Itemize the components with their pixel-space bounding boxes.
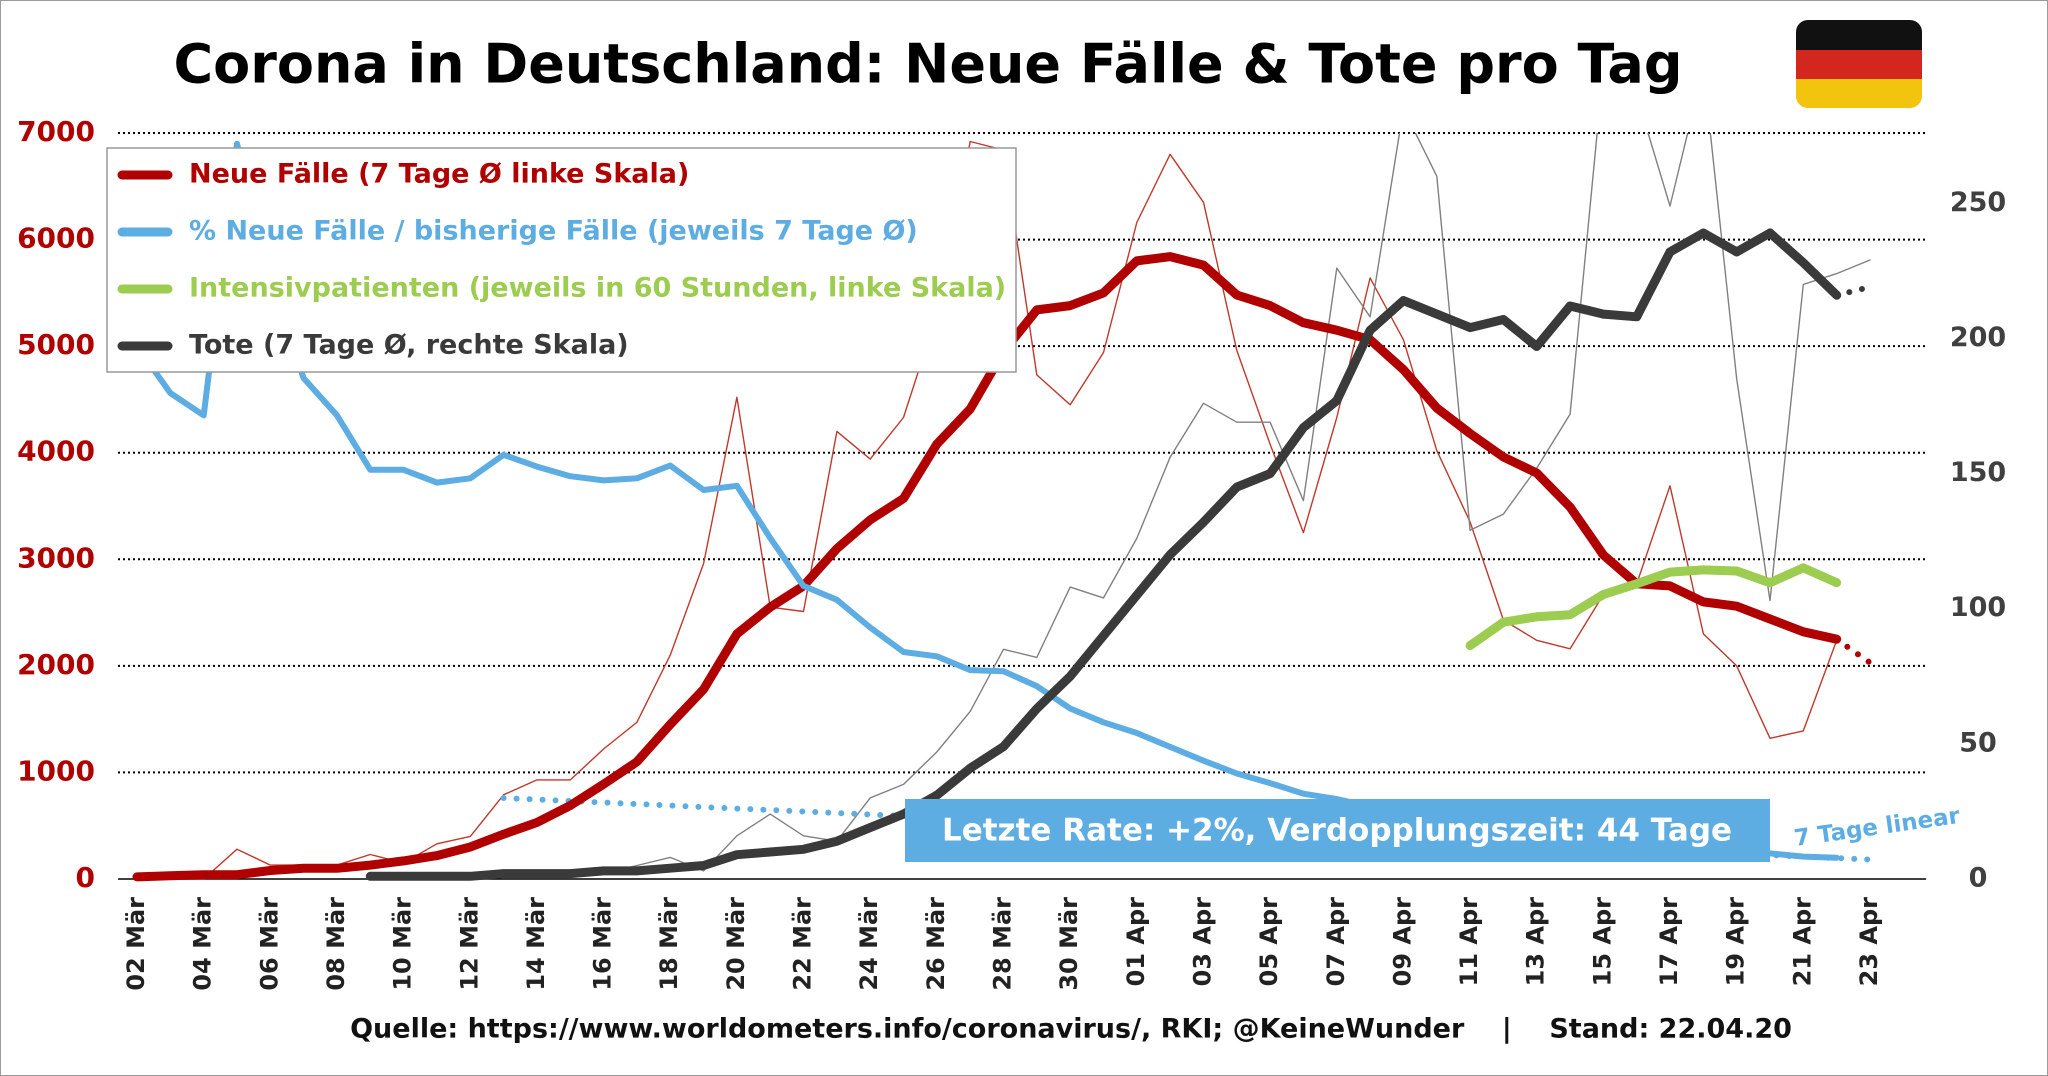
y-tick-label: 3000 <box>17 541 95 574</box>
y2-tick-label: 150 <box>1950 457 2006 488</box>
flag <box>1796 20 1922 108</box>
y-tick-label: 0 <box>76 861 95 894</box>
series-line <box>1833 284 1873 299</box>
x-tick-label: 14 Mär <box>522 897 550 991</box>
x-tick-label: 11 Apr <box>1455 897 1483 987</box>
legend-label: % Neue Fälle / bisherige Fälle (jeweils … <box>189 216 918 247</box>
legend-label: Tote (7 Tage Ø, rechte Skala) <box>189 330 629 361</box>
x-tick-label: 19 Apr <box>1722 897 1750 987</box>
x-tick-label: 04 Mär <box>189 897 217 991</box>
series-line <box>1465 563 1842 651</box>
legend-label: Neue Fälle (7 Tage Ø linke Skala) <box>189 159 689 190</box>
x-tick-label: 16 Mär <box>589 897 617 991</box>
series-line <box>132 252 1842 882</box>
x-tick-label: 24 Mär <box>855 897 883 991</box>
overlay: Neue Fälle (7 Tage Ø linke Skala) % Neue … <box>106 147 1962 862</box>
x-tick-label: 01 Apr <box>1122 897 1150 987</box>
source-note: Quelle: https://www.worldometers.info/co… <box>350 1014 1792 1045</box>
legend-label: Intensivpatienten (jeweils in 60 Stunden… <box>189 273 1006 304</box>
annotation-box <box>905 799 1770 862</box>
x-tick-label: 03 Apr <box>1188 897 1216 987</box>
x-tick-label: 05 Apr <box>1255 897 1283 987</box>
x-tick-label: 20 Mär <box>722 897 750 991</box>
y-tick-label: 6000 <box>17 222 95 255</box>
x-tick-label: 18 Mär <box>655 897 683 991</box>
legend-box <box>106 147 1017 373</box>
x-tick-label: 28 Mär <box>989 897 1017 991</box>
x-tick-label: 22 Mär <box>789 897 817 991</box>
x-tick-label: 26 Mär <box>922 897 950 991</box>
x-tick-label: 23 Apr <box>1855 897 1883 987</box>
chart-title: Corona in Deutschland: Neue Fälle & Tote… <box>174 33 1683 96</box>
x-tick-label: 02 Mär <box>122 897 150 991</box>
annotation: Letzte Rate: +2%, Verdopplungszeit: 44 T… <box>942 813 1732 849</box>
x-tick-label: 13 Apr <box>1522 897 1550 987</box>
y-tick-label: 4000 <box>17 435 95 468</box>
grid: 0 1000 2000 3000 4000 5000 6000 7000 0 50 100 150 20… <box>17 115 2006 991</box>
x-tick-label: 09 Apr <box>1388 897 1416 987</box>
flag-black <box>1796 20 1922 50</box>
y-tick-label: 1000 <box>17 754 95 787</box>
y2-tick-label: 0 <box>1969 863 1988 894</box>
y-tick-label: 5000 <box>17 328 95 361</box>
y2-tick-label: 200 <box>1950 322 2006 353</box>
x-tick-label: 10 Mär <box>389 897 417 991</box>
y2-tick-label: 250 <box>1950 187 2006 218</box>
x-tick-label: 12 Mär <box>455 897 483 991</box>
x-tick-label: 17 Apr <box>1655 897 1683 987</box>
series-line <box>136 140 1838 880</box>
y2-tick-label: 100 <box>1950 592 2006 623</box>
y-tick-label: 7000 <box>17 115 95 148</box>
x-tick-label: 06 Mär <box>255 897 283 991</box>
x-tick-label: 30 Mär <box>1055 897 1083 991</box>
x-tick-label: 15 Apr <box>1588 897 1616 987</box>
y-tick-label: 2000 <box>17 648 95 681</box>
x-tick-label: 07 Apr <box>1322 897 1350 987</box>
y2-tick-label: 50 <box>1959 727 1997 758</box>
series-line <box>365 228 1842 881</box>
flag-red <box>1796 50 1922 79</box>
x-tick-label: 21 Apr <box>1788 897 1816 987</box>
x-tick-label: 08 Mär <box>322 897 350 991</box>
flag-gold <box>1796 79 1922 108</box>
